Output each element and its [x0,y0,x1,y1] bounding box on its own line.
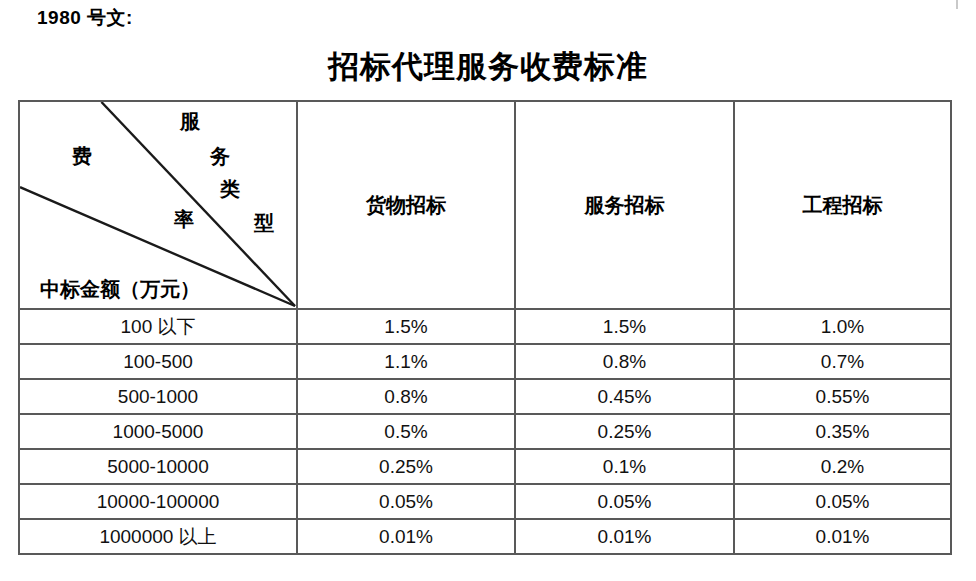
rate-cell: 0.1% [515,449,734,484]
table-row: 1000000 以上 0.01% 0.01% 0.01% [19,519,951,554]
table-row: 10000-100000 0.05% 0.05% 0.05% [19,484,951,519]
col-header-services: 服务招标 [515,101,734,309]
diagonal-line-upper [101,102,295,306]
row-range-cell: 10000-100000 [19,484,297,519]
rate-cell: 0.45% [515,379,734,414]
rate-cell: 0.05% [515,484,734,519]
rate-cell: 0.25% [297,449,515,484]
corner-service-char-2: 务 [210,146,230,166]
rate-cell: 0.8% [515,344,734,379]
row-range-cell: 100 以下 [19,309,297,344]
corner-service-char-3: 类 [220,179,240,199]
rate-cell: 1.0% [734,309,951,344]
rate-cell: 0.55% [734,379,951,414]
table-row: 100-500 1.1% 0.8% 0.7% [19,344,951,379]
table-row: 1000-5000 0.5% 0.25% 0.35% [19,414,951,449]
rate-cell: 1.5% [515,309,734,344]
rate-cell: 0.8% [297,379,515,414]
row-range-cell: 5000-10000 [19,449,297,484]
row-range-cell: 1000000 以上 [19,519,297,554]
table-row: 500-1000 0.8% 0.45% 0.55% [19,379,951,414]
rate-cell: 0.35% [734,414,951,449]
rate-cell: 0.7% [734,344,951,379]
rate-cell: 0.01% [515,519,734,554]
row-range-cell: 500-1000 [19,379,297,414]
document-page: 1980 号文: 招标代理服务收费标准 费 率 服 务 类 型 中 [0,0,976,581]
doc-number: 1980 号文: [37,5,133,31]
table-row: 5000-10000 0.25% 0.1% 0.2% [19,449,951,484]
corner-fee-char: 费 [72,146,92,166]
col-header-goods: 货物招标 [297,101,515,309]
row-range-cell: 1000-5000 [19,414,297,449]
corner-service-char-4: 型 [254,213,274,233]
page-title: 招标代理服务收费标准 [0,46,976,88]
rate-cell: 0.05% [297,484,515,519]
diagonal-header-cell: 费 率 服 务 类 型 中标金额（万元） [19,101,297,309]
rate-cell: 0.2% [734,449,951,484]
col-header-engineering: 工程招标 [734,101,951,309]
corner-rate-char: 率 [174,209,194,229]
rate-cell: 0.01% [297,519,515,554]
fee-standard-table: 费 率 服 务 类 型 中标金额（万元） 货物招标 服务招标 工程招标 100 … [18,100,952,555]
row-range-cell: 100-500 [19,344,297,379]
rate-cell: 0.05% [734,484,951,519]
rate-cell: 0.01% [734,519,951,554]
rate-cell: 1.1% [297,344,515,379]
rate-cell: 1.5% [297,309,515,344]
table-row: 100 以下 1.5% 1.5% 1.0% [19,309,951,344]
rate-cell: 0.5% [297,414,515,449]
corner-amount-label: 中标金额（万元） [40,279,200,299]
window-edge-artifact [956,0,958,9]
corner-service-char-1: 服 [180,111,200,131]
rate-cell: 0.25% [515,414,734,449]
table-header-row: 费 率 服 务 类 型 中标金额（万元） 货物招标 服务招标 工程招标 [19,101,951,309]
